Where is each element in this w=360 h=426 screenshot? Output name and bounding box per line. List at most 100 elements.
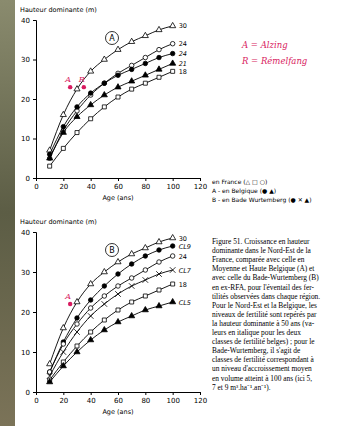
marker (143, 61, 148, 66)
marker (157, 75, 161, 79)
y-tick-mark (33, 99, 36, 100)
axis-line (37, 179, 201, 182)
marker (143, 81, 147, 85)
y-tick-mark (33, 60, 36, 61)
figure: 0 20 40 60 80 100 120 0 10 20 30 40 Hauteur dominant… (0, 0, 360, 426)
marker (48, 164, 52, 168)
marker (157, 248, 162, 253)
marker (156, 66, 162, 71)
series-line (50, 284, 173, 380)
marker (170, 254, 175, 259)
marker (171, 69, 175, 73)
legend-note: en France (△ □ ○) (212, 178, 267, 185)
plot-area (47, 234, 176, 383)
caption-line: classes de fertilité belges) ; pour le (212, 337, 315, 346)
y-tick-label: 30 (21, 56, 30, 64)
series-label: 24 (179, 253, 187, 261)
series-line (50, 270, 173, 376)
y-tick-mark (33, 178, 36, 179)
chart-title: B (109, 246, 115, 255)
marker (74, 348, 80, 353)
series-label: CL9 (179, 243, 191, 251)
x-tick-label: 100 (166, 397, 179, 405)
marker (115, 291, 121, 297)
marker (170, 51, 175, 56)
annotated-point (68, 302, 72, 306)
x-tick-label: 120 (194, 183, 207, 191)
series-label: 18 (179, 68, 187, 76)
x-tick-label: 0 (34, 397, 38, 405)
legend-note: B - en Bade Wurtemberg (● ✕ ▲) (212, 196, 312, 204)
series-line (50, 26, 173, 150)
y-axis-title: Hauteur dominante (m) (20, 6, 97, 14)
marker (74, 113, 80, 118)
caption-line: France, comparée avec celle en (212, 255, 305, 264)
series-label: 30 (179, 235, 187, 243)
marker (60, 362, 66, 367)
caption-line: un niveau d'accroissement moyen (212, 364, 312, 373)
marker (129, 262, 134, 267)
axis-line (33, 21, 37, 179)
marker (170, 22, 176, 27)
y-axis: 010203040 (21, 17, 36, 183)
marker (88, 336, 94, 341)
title-circle (106, 32, 119, 45)
x-tick-label: 80 (141, 183, 150, 191)
marker (157, 260, 162, 265)
marker (115, 46, 121, 51)
y-tick-label: 20 (21, 96, 30, 104)
point-label: A (64, 292, 71, 301)
x-tick-mark (145, 392, 146, 395)
x-tick: 80 (141, 392, 150, 405)
axis-line (33, 233, 37, 393)
caption-line: Figure 51. Croissance en hauteur (212, 237, 310, 246)
marker (115, 84, 121, 89)
x-tick-label: 20 (59, 397, 68, 405)
marker (156, 26, 162, 31)
marker (115, 258, 121, 263)
y-tick: 20 (21, 309, 36, 317)
marker (116, 272, 121, 277)
series-line (50, 256, 173, 372)
caption-line: tilités observées dans chaque région. (212, 292, 320, 301)
marker (170, 41, 175, 46)
marker (143, 277, 149, 283)
x-tick-label: 40 (87, 183, 96, 191)
caption-line: avec celle du Bade-Wurtemberg (B) (212, 273, 319, 282)
series-label: 18 (179, 281, 187, 289)
y-tick-label: 0 (26, 389, 30, 397)
marker (75, 105, 80, 110)
x-tick: 120 (194, 178, 207, 191)
x-tick-mark (118, 178, 119, 181)
title-circle (106, 244, 119, 257)
marker (74, 86, 80, 91)
marker (129, 38, 135, 43)
plot-area (47, 22, 176, 168)
x-tick-label: 60 (114, 397, 123, 405)
marker (60, 324, 66, 329)
series-label: CL5 (179, 299, 191, 307)
marker (88, 91, 93, 96)
y-tick-label: 40 (21, 229, 30, 237)
y-tick-label: 10 (21, 135, 30, 143)
marker (170, 60, 176, 65)
marker (156, 238, 162, 243)
caption-line: la hauteur dominante à 50 ans (va- (212, 319, 315, 328)
chart: 020406080100120010203040Hauteur dominant… (20, 6, 312, 204)
chart-title: A (109, 34, 115, 43)
y-tick: 0 (26, 175, 36, 183)
background (0, 0, 360, 426)
marker (101, 268, 107, 273)
y-tick: 10 (21, 135, 36, 143)
series-label: 21 (179, 60, 187, 68)
marker (102, 81, 107, 86)
x-tick-mark (91, 178, 92, 181)
y-tick-label: 20 (21, 309, 30, 317)
marker (102, 301, 108, 307)
marker (88, 101, 94, 106)
marker (88, 306, 93, 311)
y-tick-mark (33, 139, 36, 140)
marker (75, 131, 79, 135)
x-axis-title: Age (ans) (102, 194, 133, 202)
marker (102, 294, 107, 299)
